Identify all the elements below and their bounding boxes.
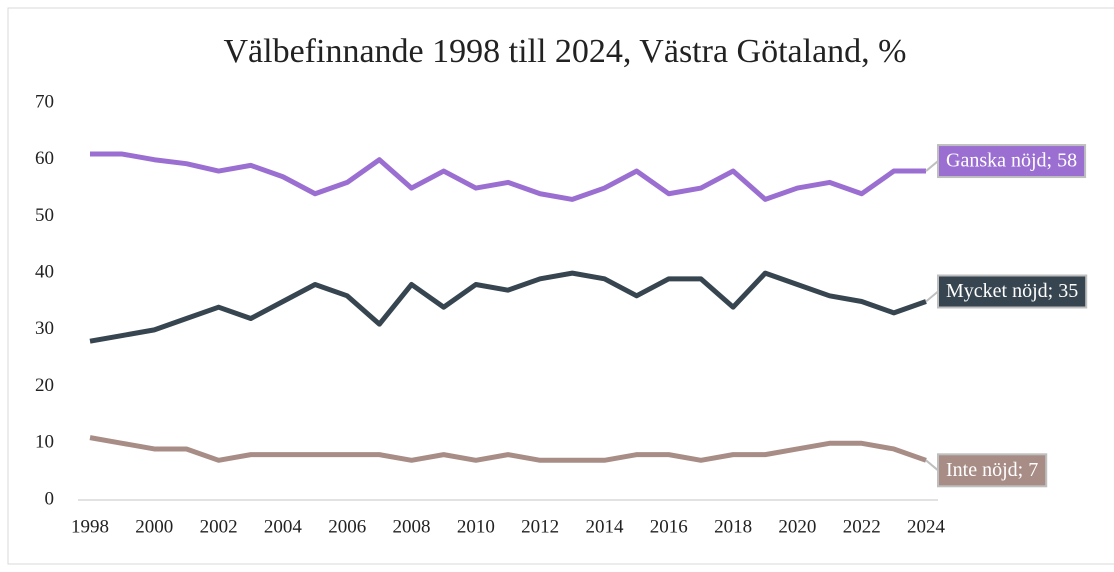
- x-tick-label: 2010: [457, 516, 495, 537]
- y-tick-label: 50: [35, 205, 54, 226]
- line-series: [90, 151, 926, 202]
- leader-line: [925, 160, 939, 172]
- y-tick-label: 60: [35, 148, 54, 169]
- x-tick-label: 2024: [907, 516, 946, 537]
- x-tick-label: 2012: [521, 516, 559, 537]
- data-label-box: [937, 453, 1048, 488]
- x-tick-label: 2020: [778, 516, 816, 537]
- x-tick-label: 1998: [71, 516, 109, 537]
- chart-title: Välbefinnande 1998 till 2024, Västra Göt…: [224, 33, 907, 70]
- y-tick-label: 20: [35, 375, 54, 396]
- x-tick-label: 2000: [135, 516, 173, 537]
- line-series: [89, 435, 927, 463]
- line-series: [89, 270, 927, 344]
- y-tick-label: 40: [35, 262, 54, 283]
- data-label-box: [937, 144, 1087, 179]
- data-label: Ganska nöjd; 58: [946, 150, 1077, 172]
- y-tick-label: 0: [45, 488, 55, 509]
- data-label: Mycket nöjd; 35: [946, 280, 1078, 302]
- x-tick-label: 2014: [585, 516, 624, 537]
- chart-frame: [7, 7, 1114, 565]
- x-tick-label: 2004: [264, 516, 303, 537]
- y-tick-label: 10: [35, 432, 54, 453]
- y-tick-label: 30: [35, 318, 54, 339]
- leader-line: [925, 290, 939, 303]
- data-label-box: [937, 274, 1088, 309]
- x-tick-label: 2022: [843, 516, 881, 537]
- leader-line: [925, 459, 939, 472]
- x-tick-label: 2008: [393, 516, 431, 537]
- x-tick-label: 2016: [650, 516, 688, 537]
- data-label: Inte nöjd; 7: [946, 459, 1038, 481]
- y-tick-label: 70: [35, 91, 54, 112]
- x-tick-label: 2006: [328, 516, 366, 537]
- x-tick-label: 2002: [200, 516, 238, 537]
- x-tick-label: 2018: [714, 516, 752, 537]
